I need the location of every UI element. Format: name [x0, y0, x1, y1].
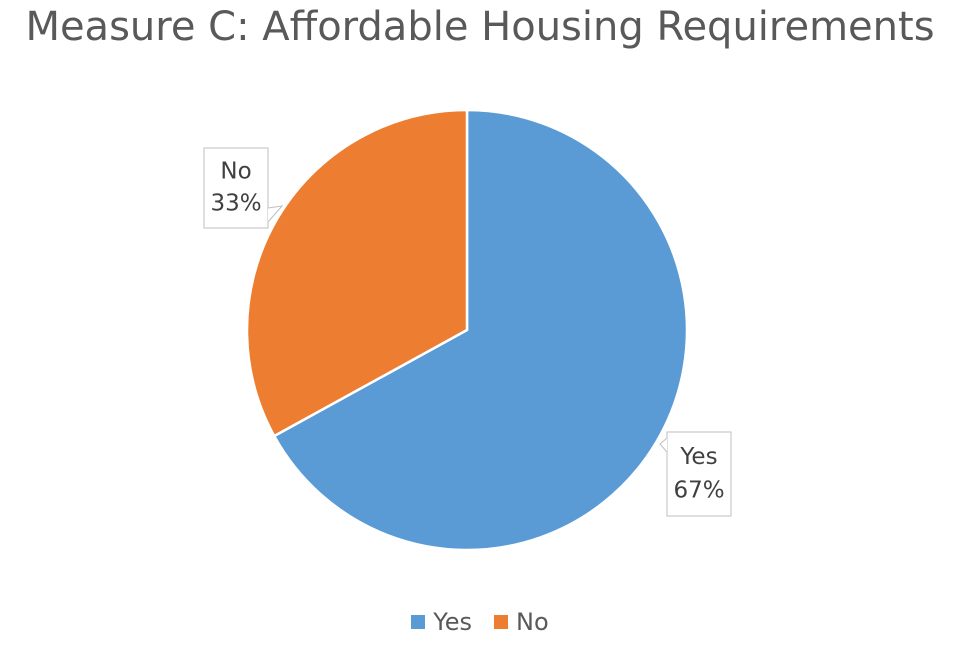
legend-label-no: No: [516, 608, 549, 636]
data-label-box-yes: [666, 431, 732, 517]
pie-data-labels: Yes 67% No 33%: [203, 147, 732, 517]
chart-title: Measure C: Affordable Housing Requiremen…: [25, 4, 935, 50]
data-label-pointer-yes: [659, 437, 668, 453]
data-label-pointer-no: [267, 205, 284, 223]
legend-swatch-yes: [411, 615, 426, 629]
legend-swatch-no: [494, 615, 509, 629]
legend-item-yes: Yes: [411, 608, 472, 636]
data-label-value-no: 33%: [210, 190, 261, 216]
data-label-category-no: No: [220, 158, 251, 184]
legend-label-yes: Yes: [433, 608, 473, 636]
data-label-yes: Yes 67%: [659, 431, 732, 517]
pie-slices: [245, 108, 689, 552]
pie-chart: Yes 67% No 33%: [203, 108, 732, 552]
pie-slice-yes: [272, 108, 689, 552]
data-label-no: No 33%: [203, 147, 284, 229]
data-label-box-no: [203, 147, 269, 229]
pie-slice-no: [245, 108, 469, 438]
data-label-value-yes: 67%: [673, 478, 724, 504]
data-label-category-yes: Yes: [679, 444, 717, 470]
legend-item-no: No: [494, 608, 549, 636]
legend: Yes No: [0, 608, 960, 636]
